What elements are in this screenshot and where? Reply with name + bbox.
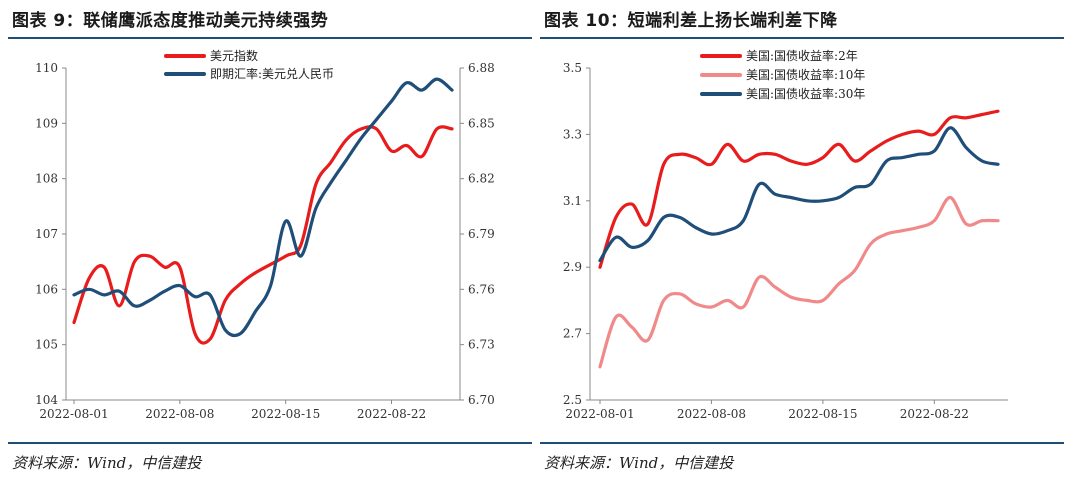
series-line-3 [598,126,1000,263]
y-left-tick-label: 106 [35,282,58,296]
series-line-1 [72,125,454,345]
y-tick-label: 2.7 [563,327,582,341]
y-left-tick-label: 108 [35,172,58,186]
right-bottom-rule [540,442,1064,444]
right-chart-title: 图表 10：短端利差上扬长端利差下降 [544,11,838,31]
y-right-tick-label: 6.88 [468,61,495,75]
y-left-tick-label: 110 [35,61,58,75]
y-left-tick-label: 109 [35,116,58,130]
y-left-tick-label: 107 [35,227,58,241]
left-bottom-rule [8,442,532,444]
legend-label-2: 即期汇率:美元兑人民币 [210,66,334,81]
series-line-2 [598,195,1000,369]
x-tick-label: 2022-08-01 [565,407,634,420]
legend-label-1: 美元指数 [210,48,258,63]
x-tick-label: 2022-08-08 [145,407,214,420]
y-right-tick-label: 6.85 [468,116,495,130]
x-tick-label: 2022-08-22 [357,407,426,420]
right-source-note: 资料来源：Wind，中信建投 [544,454,734,472]
left-chart: 104 105 106 107 108 109 110 6.70 6.73 6.76 6.79 6.8… [35,48,495,420]
y-right-tick-label: 6.82 [468,172,495,186]
legend-label-3: 美国:国债收益率:30年 [746,86,865,101]
y-tick-label: 2.5 [563,393,582,407]
left-source-note: 资料来源：Wind，中信建投 [12,454,202,472]
x-tick-label: 2022-08-22 [900,407,969,420]
series-line-1 [598,109,1000,269]
y-right-tick-label: 6.76 [468,282,495,296]
y-right-tick-label: 6.70 [468,393,495,407]
series-line-2 [72,77,454,338]
x-tick-label: 2022-08-08 [677,407,746,420]
right-panel: 图表 10：短端利差上扬长端利差下降 2.5 2.7 2.9 3.1 3.3 3.5 202… [540,0,1070,483]
left-panel: 图表 9：联储鹰派态度推动美元持续强势 104 105 106 107 108 109 11… [8,0,538,483]
x-tick-label: 2022-08-15 [788,407,857,420]
y-left-tick-label: 104 [35,393,58,407]
y-right-tick-label: 6.79 [468,227,495,241]
left-chart-title: 图表 9：联储鹰派态度推动美元持续强势 [12,11,329,31]
right-top-rule [540,37,1064,39]
x-tick-label: 2022-08-01 [39,407,108,420]
left-top-rule [8,37,532,39]
legend-label-2: 美国:国债收益率:10年 [746,67,865,82]
y-tick-label: 3.3 [563,127,582,141]
y-tick-label: 2.9 [563,260,582,274]
right-chart: 2.5 2.7 2.9 3.1 3.3 3.5 2022-08-01 2022-08-08 20… [563,48,1008,420]
x-tick-label: 2022-08-15 [251,407,320,420]
y-left-tick-label: 105 [35,338,58,352]
y-tick-label: 3.5 [563,61,582,75]
y-right-tick-label: 6.73 [468,338,495,352]
y-tick-label: 3.1 [563,194,582,208]
legend-label-1: 美国:国债收益率:2年 [746,48,858,63]
